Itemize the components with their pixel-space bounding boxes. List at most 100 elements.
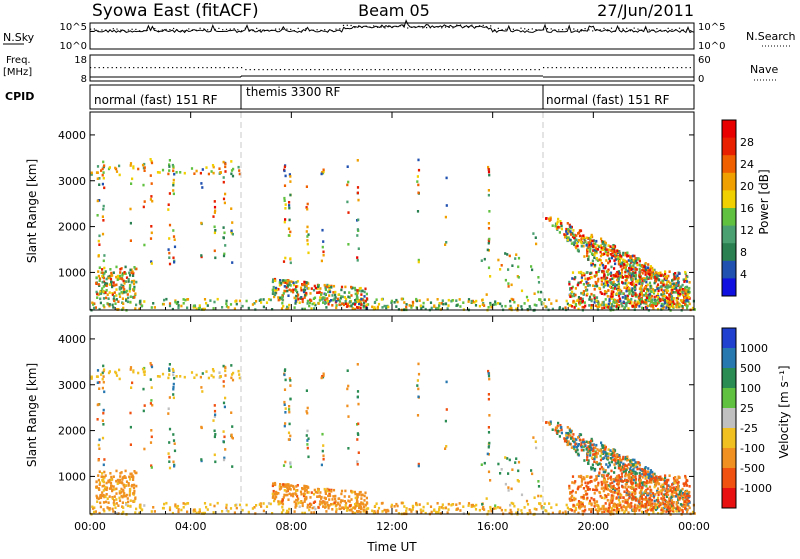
power-cell: [344, 286, 346, 289]
velocity-cell: [584, 505, 586, 508]
velocity-cell: [302, 505, 304, 508]
power-cell: [130, 295, 132, 298]
power-cell: [619, 272, 621, 275]
nsearch-tick-top: 10^5: [698, 22, 725, 33]
velocity-cell: [179, 375, 181, 378]
nave-dot: [340, 69, 341, 70]
velocity-cell: [594, 489, 596, 492]
colorbar-swatch: [722, 173, 736, 191]
velocity-cell: [307, 456, 309, 459]
nave-dot: [379, 69, 380, 70]
velocity-cell: [328, 498, 330, 501]
power-cell: [635, 294, 637, 297]
power-cell: [629, 272, 631, 275]
power-cell: [539, 299, 541, 302]
velocity-cell: [569, 430, 571, 433]
velocity-cell: [488, 510, 490, 513]
velocity-cell: [362, 503, 364, 506]
velocity-cell: [285, 379, 287, 382]
power-cell: [338, 303, 340, 306]
velocity-cell: [236, 507, 238, 510]
velocity-cell: [321, 377, 323, 380]
velocity-cell: [356, 438, 358, 441]
velocity-cell: [260, 505, 262, 508]
velocity-cell: [130, 443, 132, 446]
power-cell: [676, 283, 678, 286]
power-cell: [214, 257, 216, 260]
power-cell: [512, 298, 514, 301]
power-cell: [347, 296, 349, 299]
power-cell: [676, 302, 678, 305]
power-cell: [607, 289, 609, 292]
velocity-cell: [641, 486, 643, 489]
noise-search-dot: [502, 29, 503, 30]
velocity-cell: [132, 478, 134, 481]
velocity-cell: [617, 503, 619, 506]
velocity-cell: [585, 490, 587, 493]
velocity-cell: [376, 502, 378, 505]
velocity-cell: [129, 473, 131, 476]
velocity-cell: [150, 402, 152, 405]
velocity-cell: [350, 508, 352, 511]
power-cell: [572, 300, 574, 303]
velocity-cell: [589, 452, 591, 455]
power-cell: [575, 303, 577, 306]
nave-dot: [591, 67, 592, 68]
velocity-cell: [517, 508, 519, 511]
velocity-cell: [91, 376, 93, 379]
power-cell: [585, 286, 587, 289]
velocity-cell: [649, 473, 651, 476]
power-cell: [133, 266, 135, 269]
velocity-cell: [622, 458, 624, 461]
power-cell: [600, 255, 602, 258]
power-cell: [688, 287, 690, 290]
power-cell: [619, 292, 621, 295]
velocity-cell: [567, 426, 569, 429]
power-cell: [289, 257, 291, 260]
noise-search-dot: [215, 29, 216, 30]
velocity-cell: [488, 375, 490, 378]
velocity-cell: [114, 495, 116, 498]
noise-search-dot: [377, 27, 378, 28]
velocity-cell: [319, 503, 321, 506]
velocity-cell: [577, 449, 579, 452]
velocity-cell: [366, 508, 368, 511]
velocity-cell: [286, 494, 288, 497]
velocity-cell: [214, 410, 216, 413]
velocity-cell: [627, 486, 629, 489]
velocity-cell: [475, 508, 477, 511]
power-cell: [609, 285, 611, 288]
velocity-cell: [673, 507, 675, 510]
power-cell: [647, 305, 649, 308]
velocity-cell: [638, 475, 640, 478]
velocity-cell: [284, 370, 286, 373]
power-cell: [647, 263, 649, 266]
power-cell: [306, 281, 308, 284]
power-cell: [162, 169, 164, 172]
velocity-cell: [650, 469, 652, 472]
power-cell: [318, 291, 320, 294]
power-cell: [627, 263, 629, 266]
velocity-cell: [625, 483, 627, 486]
velocity-cell: [639, 484, 641, 487]
velocity-cell: [364, 492, 366, 495]
power-cell: [102, 290, 104, 293]
velocity-cell: [571, 481, 573, 484]
velocity-cell: [102, 437, 104, 440]
power-cell: [580, 229, 582, 232]
power-cell: [497, 302, 499, 305]
power-cell: [307, 252, 309, 255]
velocity-cell: [651, 499, 653, 502]
velocity-cell: [616, 496, 618, 499]
velocity-cell: [613, 485, 615, 488]
power-cell: [283, 292, 285, 295]
power-cell: [99, 293, 101, 296]
velocity-cell: [430, 505, 432, 508]
power-cell: [217, 298, 219, 301]
velocity-cell: [417, 379, 419, 382]
noise-search-dot: [256, 28, 257, 29]
power-cell: [619, 289, 621, 292]
nave-dot: [487, 69, 488, 70]
velocity-cell: [334, 498, 336, 501]
power-cell: [605, 248, 607, 251]
